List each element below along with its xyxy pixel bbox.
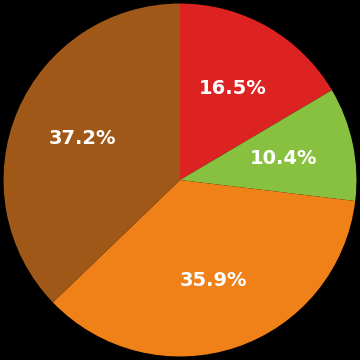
Wedge shape <box>180 90 356 201</box>
Text: 35.9%: 35.9% <box>180 271 247 290</box>
Wedge shape <box>4 4 180 302</box>
Text: 10.4%: 10.4% <box>250 149 318 168</box>
Wedge shape <box>53 180 355 356</box>
Text: 16.5%: 16.5% <box>199 78 266 98</box>
Text: 37.2%: 37.2% <box>49 129 116 148</box>
Wedge shape <box>180 4 332 180</box>
